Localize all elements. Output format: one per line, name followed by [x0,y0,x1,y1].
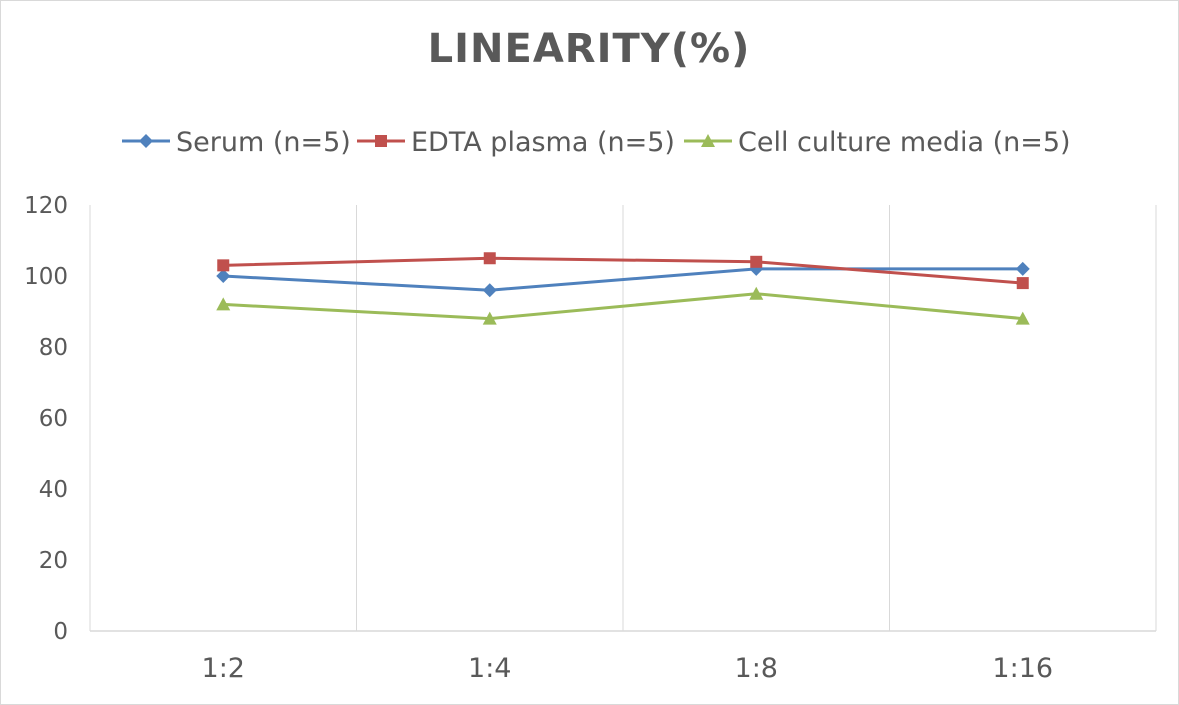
axes: 0 20 40 60 80 100 120 1:2 1:4 1:8 1:16 [24,193,1156,684]
legend-item: Serum (n=5) [122,127,351,158]
x-tick-label: 1:2 [202,653,245,684]
series-2 [217,252,1029,290]
data-point [1016,277,1029,290]
legend: Serum (n=5) EDTA plasma (n=5) Cell culture… [122,127,1071,158]
y-tick-label: 80 [39,335,68,361]
data-point [482,311,497,325]
data-point [216,297,231,311]
legend-label: Cell culture media (n=5) [738,127,1071,158]
legend-swatch-marker [375,135,387,147]
data-point [216,269,231,283]
data-point [1015,311,1030,325]
legend-item: Cell culture media (n=5) [684,127,1071,158]
data-point [1015,261,1030,276]
series-3 [216,286,1030,325]
x-tick-label: 1:4 [468,653,511,684]
grid-lines [89,205,1157,631]
legend-label: Serum (n=5) [176,127,351,158]
legend-label: EDTA plasma (n=5) [411,127,675,158]
data-point [749,286,764,300]
data-point [483,252,496,265]
x-tick-label: 1:8 [735,653,778,684]
series-1 [216,261,1030,298]
y-tick-label: 40 [39,477,68,503]
x-tick-label: 1:16 [992,653,1053,684]
y-tick-label: 120 [24,193,68,219]
y-tick-label: 100 [24,264,68,290]
series-layer [216,252,1030,325]
series-line [223,256,1023,285]
series-line [223,267,1023,292]
legend-swatch-marker [139,134,153,148]
y-tick-label: 20 [39,548,68,574]
series-line [223,292,1023,321]
y-tick-label: 60 [39,406,68,432]
data-point [750,255,763,268]
y-tick-label: 0 [53,619,68,645]
data-point [217,259,230,272]
chart-title: LINEARITY(%) [428,26,751,72]
data-point [482,283,497,298]
legend-swatch-marker [701,134,715,147]
legend-item: EDTA plasma (n=5) [357,127,675,158]
